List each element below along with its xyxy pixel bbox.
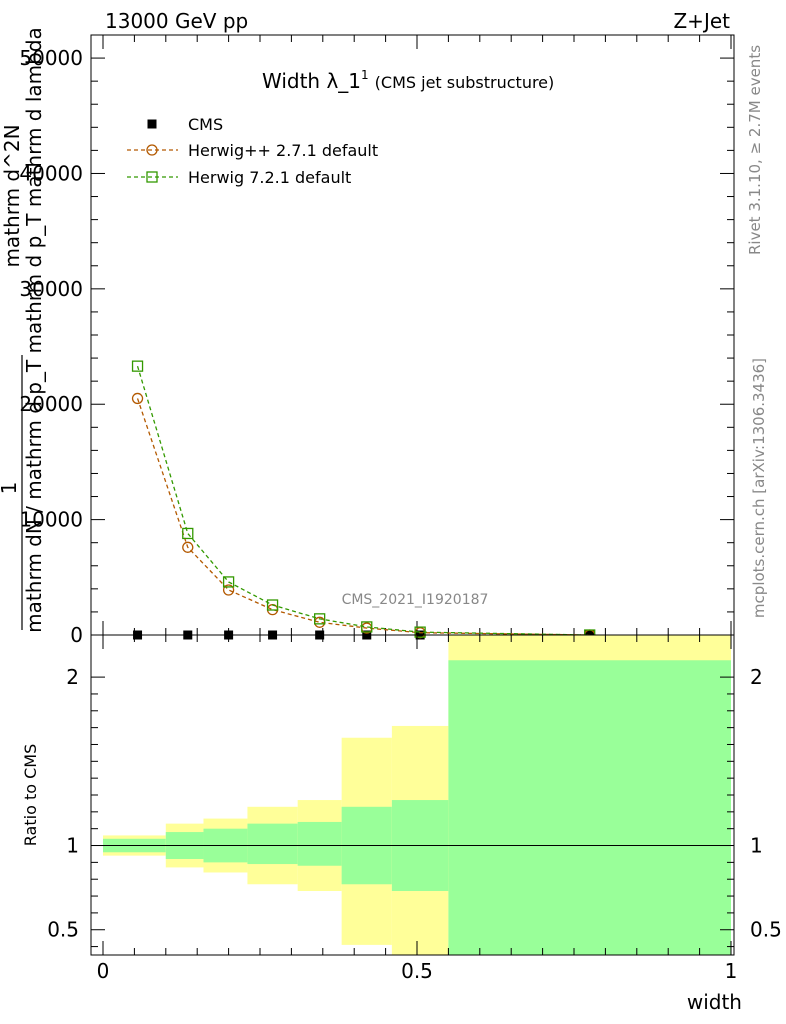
x-tick-label: 0 — [97, 959, 110, 983]
collision-label: 13000 GeV pp — [105, 9, 248, 33]
main-x-ticks — [102, 35, 732, 635]
plot-title: Width λ_11 (CMS jet substructure) — [262, 68, 554, 93]
herwig7-point — [182, 527, 194, 540]
main-plot-panel: 0 10000 20000 30000 40000 50000 CMS_2021_I192… — [19, 34, 735, 647]
herwig7-point — [361, 621, 373, 633]
main-y-tick-label: 0 — [70, 623, 83, 647]
ratio-inner-band — [448, 660, 731, 955]
y-label-denominator: mathrm dN / mathrm d p_T mathrm d p_T ma… — [22, 27, 46, 633]
herwig-pp-point — [222, 584, 235, 596]
y-label-numerator: 1 — [0, 482, 21, 495]
x-tick-label: 1 — [725, 959, 738, 983]
plot-title-superscript: 1 — [361, 68, 369, 82]
main-y-tick-label: 50000 — [19, 46, 83, 70]
ratio-x-axis: 0 0.5 1 — [97, 635, 738, 983]
ratio-bands-layer — [103, 635, 731, 955]
herwig7-point — [146, 171, 158, 183]
series-line — [136, 365, 590, 636]
herwig7-point — [266, 599, 279, 611]
x-tick-label: 0.5 — [401, 959, 433, 983]
main-y-tick-label: 40000 — [19, 161, 83, 185]
ratio-y-tick-label: 1 — [66, 834, 79, 858]
cms-data-point — [147, 119, 157, 129]
x-axis-label: width — [687, 990, 742, 1014]
ratio-plot-panel: 0.5 0.51 12 2 0 0.5 1 Ratio to CMS width — [21, 634, 782, 1014]
legend-entry: Herwig++ 2.7.1 default — [127, 141, 378, 160]
series-line — [136, 398, 590, 636]
ratio-inner-band — [297, 821, 342, 866]
herwig7-point — [131, 360, 144, 372]
series-herwig-7-2-1-default — [131, 360, 596, 641]
ratio-y-tick-label-right: 1 — [750, 834, 763, 858]
legend-entry: CMS — [147, 115, 223, 134]
analysis-watermark: CMS_2021_I1920187 — [342, 592, 489, 608]
ratio-y-tick-label: 2 — [66, 665, 79, 689]
legend-entry: Herwig 7.2.1 default — [127, 168, 351, 187]
herwig-pp-point — [182, 541, 194, 553]
herwig7-point — [314, 613, 326, 625]
legend-label: Herwig 7.2.1 default — [188, 168, 351, 187]
rivet-version-label: Rivet 3.1.10, ≥ 2.7M events — [746, 45, 764, 255]
legend-label: Herwig++ 2.7.1 default — [188, 141, 378, 160]
herwig7-point — [414, 626, 426, 638]
ratio-y-tick-label-right: 0.5 — [750, 918, 782, 942]
main-y-axis: 0 10000 20000 30000 40000 50000 — [19, 34, 734, 647]
legend: CMS Herwig++ 2.7.1 default Herwig 7.2.1 de… — [127, 115, 378, 187]
y-label-numerator-2: mathrm d^2N — [0, 124, 24, 267]
ratio-y-tick-label-right: 2 — [750, 665, 763, 689]
process-label: Z+Jet — [673, 9, 730, 33]
main-y-tick-label: 10000 — [19, 508, 83, 532]
herwig7-point — [222, 576, 235, 588]
main-y-tick-label: 20000 — [19, 392, 83, 416]
main-y-axis-label: 1 mathrm dN / mathrm d p_T mathrm d p_T … — [0, 27, 46, 633]
ratio-y-axis: 0.5 0.5 1 1 2 2 — [47, 665, 782, 948]
ratio-inner-band — [247, 823, 298, 865]
ratio-y-label: Ratio to CMS — [21, 744, 40, 846]
herwig-pp-point — [146, 144, 158, 156]
legend-label: CMS — [188, 115, 223, 134]
mcplots-label: mcplots.cern.ch [arXiv:1306.3436] — [750, 358, 768, 618]
herwig-pp-point — [131, 392, 144, 405]
ratio-y-tick-label: 0.5 — [47, 918, 79, 942]
plot-title-text: Width λ_1 — [262, 69, 361, 93]
main-y-tick-label: 30000 — [19, 277, 83, 301]
plot-subtitle: (CMS jet substructure) — [375, 73, 555, 92]
